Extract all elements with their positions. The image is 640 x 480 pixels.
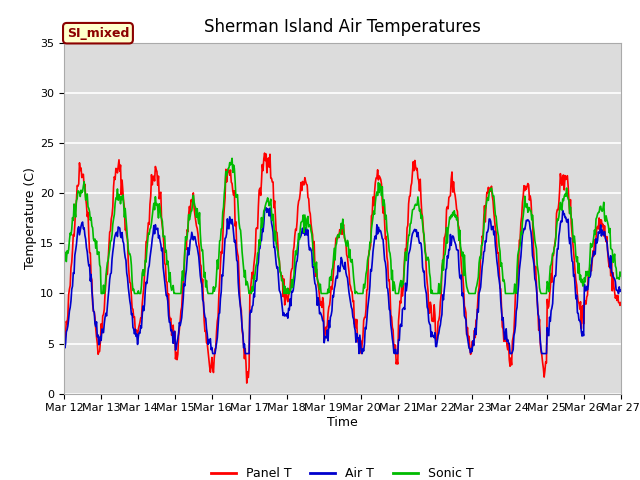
Panel T <box>184 229 192 235</box>
Panel T <box>617 300 625 305</box>
Air T <box>262 205 270 211</box>
X-axis label: Time: Time <box>327 416 358 429</box>
Sonic T <box>617 273 625 278</box>
Legend: Panel T, Air T, Sonic T: Panel T, Air T, Sonic T <box>206 462 479 480</box>
Panel T <box>127 293 135 299</box>
Sonic T <box>128 278 136 284</box>
Air T <box>184 245 192 251</box>
Sonic T <box>60 252 68 258</box>
Line: Sonic T: Sonic T <box>64 158 621 293</box>
Title: Sherman Island Air Temperatures: Sherman Island Air Temperatures <box>204 18 481 36</box>
Air T <box>617 288 625 293</box>
Panel T <box>428 318 436 324</box>
Panel T <box>243 380 251 386</box>
Sonic T <box>97 290 105 296</box>
Sonic T <box>228 156 236 161</box>
Panel T <box>70 233 78 239</box>
Sonic T <box>412 201 419 207</box>
Panel T <box>60 340 68 346</box>
Air T <box>412 228 419 234</box>
Air T <box>428 329 436 335</box>
Sonic T <box>185 212 193 217</box>
Panel T <box>260 150 268 156</box>
Air T <box>209 351 216 357</box>
Sonic T <box>428 288 436 293</box>
Y-axis label: Temperature (C): Temperature (C) <box>24 168 37 269</box>
Panel T <box>412 164 419 169</box>
Line: Panel T: Panel T <box>64 153 621 383</box>
Sonic T <box>70 201 78 207</box>
Air T <box>214 324 222 329</box>
Air T <box>70 271 78 276</box>
Air T <box>127 312 135 317</box>
Sonic T <box>214 266 222 272</box>
Panel T <box>214 318 221 324</box>
Text: SI_mixed: SI_mixed <box>67 27 129 40</box>
Air T <box>60 339 68 345</box>
Line: Air T: Air T <box>64 208 621 354</box>
